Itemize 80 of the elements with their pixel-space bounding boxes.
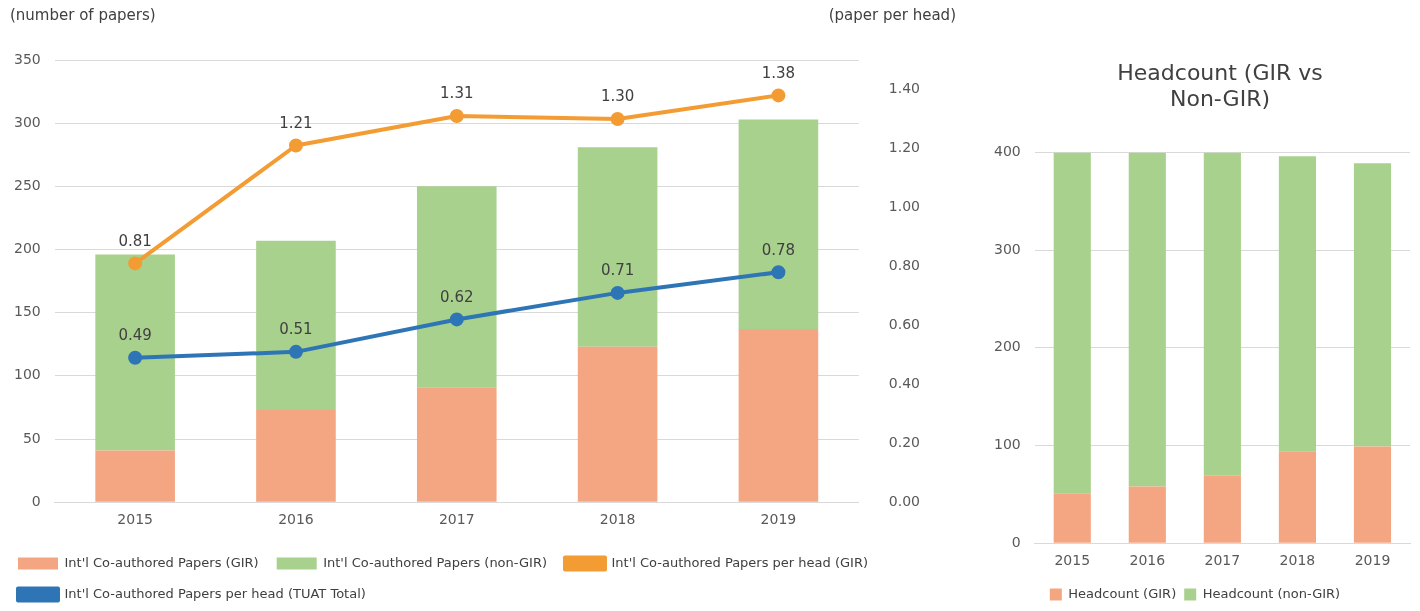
bar: [577, 147, 658, 347]
y2-axis-title: (paper per head): [828, 6, 956, 24]
x-tick-label: 2018: [1279, 552, 1316, 569]
bar: [95, 254, 175, 451]
x-tick-label: 2017: [438, 511, 475, 528]
x-tick-label: 2018: [599, 511, 636, 528]
bar: [95, 450, 175, 502]
x-tick-label: 2016: [1129, 552, 1166, 569]
data-label: 0.81: [118, 231, 152, 250]
data-label: 0.62: [440, 287, 474, 306]
y-tick-label: 100: [13, 366, 41, 383]
y-tick-label: 350: [13, 50, 41, 67]
y2-tick-label: 1.00: [888, 198, 920, 215]
bar: [738, 119, 819, 330]
data-label: 1.30: [600, 87, 635, 106]
bar: [416, 387, 497, 502]
y2-tick-label: 0.20: [888, 433, 920, 450]
legend-label: Headcount (non-GIR): [1202, 585, 1341, 601]
bar: [1278, 451, 1316, 543]
y-tick-label: 300: [993, 240, 1021, 257]
y-tick-label: 300: [13, 113, 41, 130]
x-tick-label: 2015: [1054, 552, 1091, 569]
legend-label: Headcount (GIR): [1068, 585, 1177, 601]
y2-tick-label: 1.20: [888, 139, 920, 156]
legend-label: Int'l Co-authored Papers (non-GIR): [323, 554, 547, 570]
point: [128, 350, 143, 365]
legend-label: Int'l Co-authored Papers per head (GIR): [611, 554, 868, 570]
data-label: 0.78: [761, 240, 796, 259]
chart-title: Headcount (GIR vs Non-GIR): [1116, 60, 1324, 113]
data-label: 1.31: [440, 84, 474, 103]
y-tick-label: 200: [13, 240, 41, 257]
bar: [1053, 152, 1091, 494]
x-tick-label: 2015: [117, 511, 153, 528]
point: [288, 344, 303, 359]
bar: [1128, 152, 1166, 487]
y2-tick-label: 0.40: [888, 374, 920, 391]
point: [610, 285, 625, 300]
point: [771, 265, 786, 280]
y-tick-label: 400: [993, 143, 1021, 160]
x-tick-label: 2019: [1354, 552, 1391, 569]
point: [128, 256, 143, 271]
data-label: 0.71: [600, 261, 635, 280]
y-axis-title: (number of papers): [10, 6, 156, 24]
y-tick-label: 200: [993, 338, 1021, 355]
bar: [256, 240, 336, 410]
bar: [738, 329, 819, 502]
bar: [1353, 446, 1392, 543]
point: [610, 111, 625, 126]
point: [771, 88, 786, 103]
bar: [256, 409, 336, 502]
x-tick-label: 2017: [1204, 552, 1241, 569]
y-tick-label: 0: [1011, 533, 1021, 550]
bar: [1278, 156, 1316, 452]
y-tick-label: 150: [13, 303, 41, 320]
bar: [416, 186, 497, 388]
legend-label: Int'l Co-authored Papers (GIR): [64, 554, 259, 570]
bar: [1203, 475, 1241, 543]
x-tick-label: 2019: [760, 511, 797, 528]
y2-tick-label: 0.00: [888, 492, 920, 509]
y2-tick-label: 0.80: [888, 257, 920, 273]
bar: [577, 346, 658, 502]
bar: [1053, 493, 1091, 543]
y-tick-label: 250: [13, 176, 41, 193]
bar: [1353, 163, 1392, 447]
y-tick-label: 50: [22, 429, 41, 446]
bar: [1203, 152, 1241, 476]
y-tick-label: 0: [31, 492, 41, 509]
x-tick-label: 2016: [278, 511, 314, 528]
y-tick-label: 100: [993, 436, 1021, 453]
y2-tick-label: 1.40: [888, 80, 920, 97]
y2-tick-label: 0.60: [888, 315, 920, 332]
legend-label: Int'l Co-authored Papers per head (TUAT Total): [64, 585, 366, 601]
point: [288, 138, 303, 153]
data-label: 1.21: [279, 113, 313, 132]
data-label: 0.51: [279, 320, 313, 339]
data-label: 0.49: [118, 326, 152, 345]
point: [449, 109, 464, 124]
data-label: 1.38: [761, 63, 796, 82]
bar: [1128, 486, 1166, 543]
point: [449, 312, 464, 327]
